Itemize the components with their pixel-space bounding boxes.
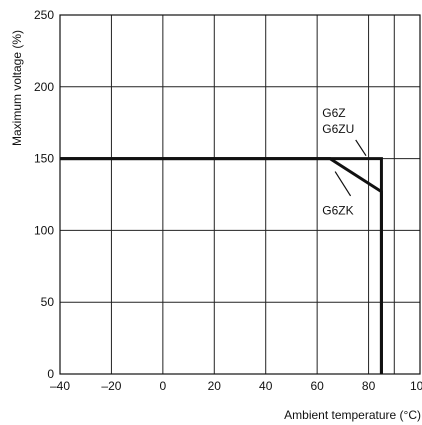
series-layer: [60, 157, 383, 374]
series-line: [60, 157, 383, 374]
y-tick-label: 100: [34, 223, 54, 237]
x-tick-label: 40: [259, 379, 273, 393]
y-tick-label: 150: [34, 152, 54, 166]
y-tick-label: 250: [34, 8, 54, 22]
x-tick-label: 60: [310, 379, 324, 393]
annotation-label: G6Z: [322, 106, 345, 120]
x-tick-label: 80: [362, 379, 376, 393]
y-tick-label: 200: [34, 80, 54, 94]
annotation-label: G6ZK: [322, 204, 353, 218]
x-tick-label: –40: [50, 379, 70, 393]
y-tick-label: 0: [47, 367, 54, 381]
plot-border: [59, 14, 421, 375]
annotation-pointer: [334, 171, 352, 197]
x-tick-label: 0: [160, 379, 167, 393]
annotation-label: G6ZU: [322, 122, 354, 136]
x-tick-label: –20: [101, 379, 121, 393]
annotation-layer: G6Z G6ZU G6ZK: [322, 106, 367, 218]
grid-layer: [59, 14, 421, 375]
y-axis-title: Maximum voltage (%): [10, 30, 24, 146]
axis-layer: –40 –20 0 20 40 60 80 100 0 50 100 150 200 250: [34, 8, 422, 393]
y-tick-label: 50: [41, 295, 55, 309]
annotation-pointer: [355, 139, 367, 157]
series-line: [60, 157, 383, 374]
x-tick-label: 100: [410, 379, 422, 393]
x-tick-label: 20: [208, 379, 222, 393]
x-axis-title: Ambient temperature (°C): [284, 408, 421, 422]
